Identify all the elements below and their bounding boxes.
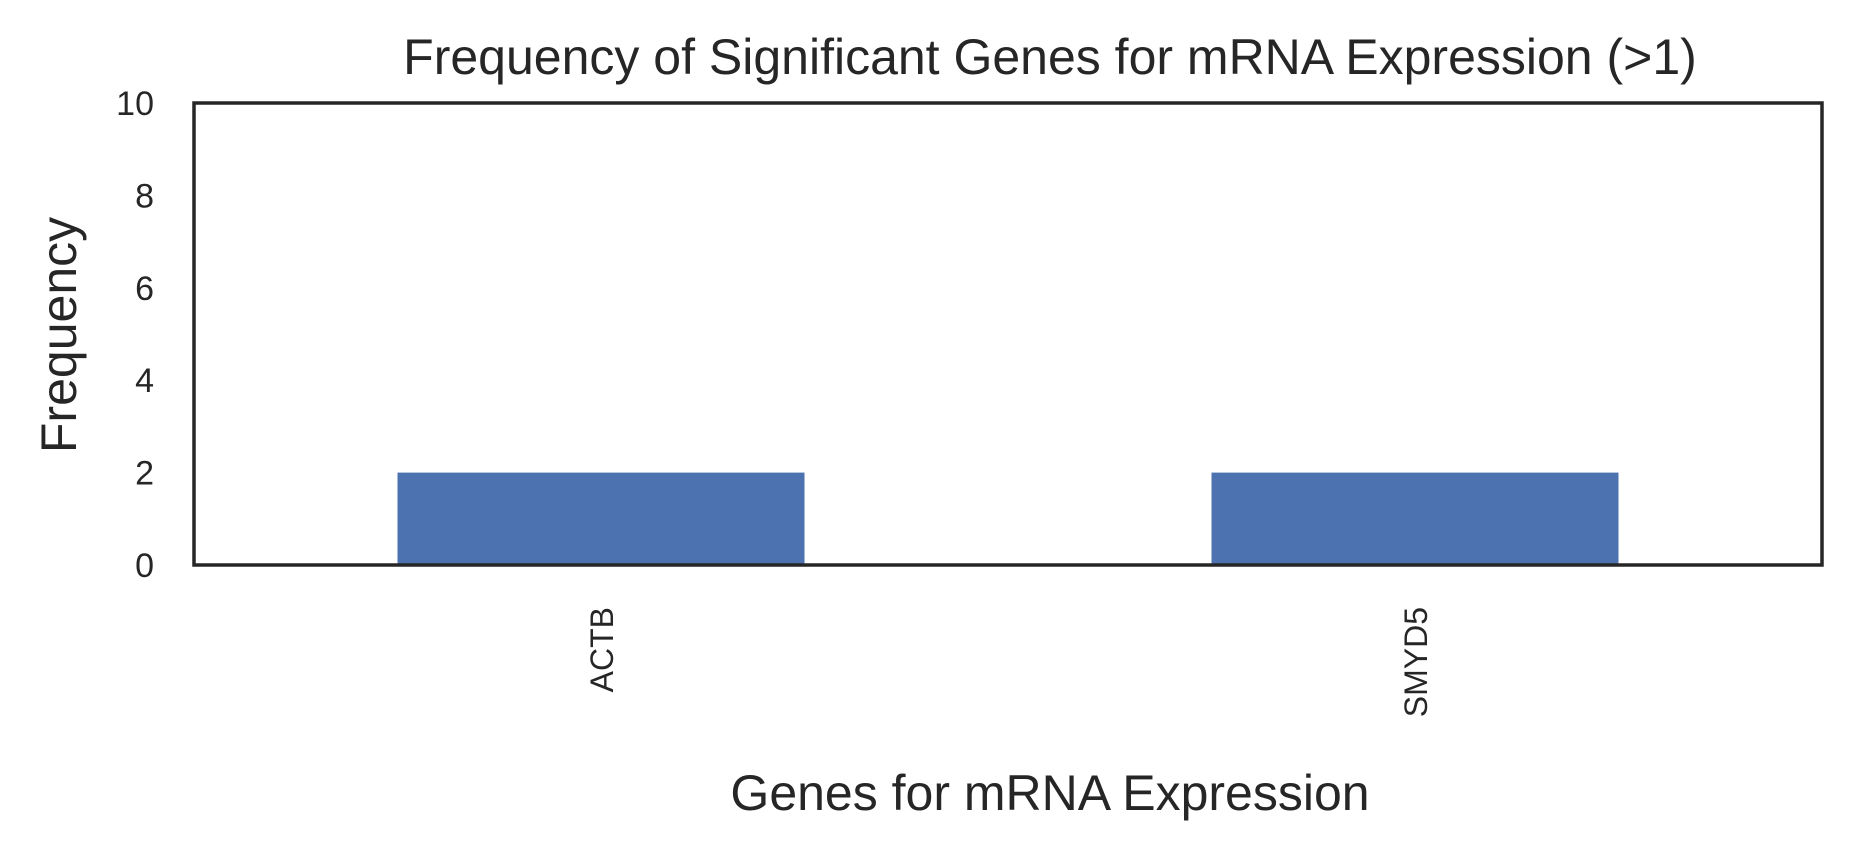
y-tick-label: 10 [116, 85, 154, 123]
y-tick-label: 6 [135, 270, 154, 308]
chart-title: Frequency of Significant Genes for mRNA … [403, 29, 1697, 85]
axes-frame [192, 101, 1824, 567]
y-tick-label: 0 [135, 547, 154, 585]
bar-smyd5 [1211, 472, 1619, 565]
y-tick-label: 4 [135, 362, 154, 400]
plot-area: ACTB SMYD5 0 2 4 6 8 10 [116, 85, 1824, 717]
y-tick-label: 2 [135, 455, 154, 493]
x-axis-label: Genes for mRNA Expression [730, 765, 1369, 821]
y-tick-label: 8 [135, 177, 154, 215]
x-tick-label: ACTB [584, 607, 620, 692]
x-tick-label: SMYD5 [1398, 607, 1434, 717]
y-axis-label: Frequency [31, 217, 87, 453]
bar-actb [397, 472, 805, 565]
